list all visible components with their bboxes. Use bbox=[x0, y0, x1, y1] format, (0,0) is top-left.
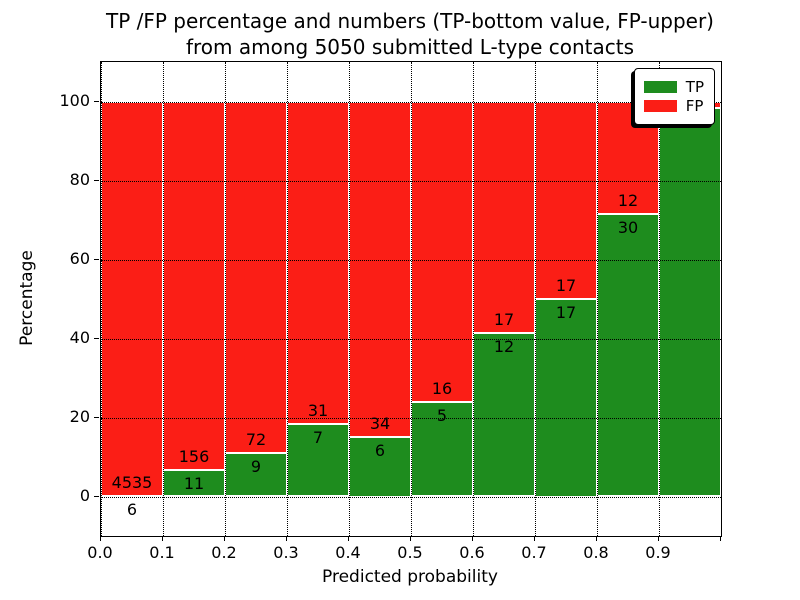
tp-bar bbox=[349, 437, 411, 497]
x-tick-mark bbox=[224, 536, 225, 541]
tp-count-label: 12 bbox=[493, 337, 515, 357]
fp-count-label: 4535 bbox=[111, 472, 153, 492]
tp-count-label: 9 bbox=[250, 456, 262, 476]
x-tick-label: 0.7 bbox=[521, 543, 547, 562]
tp-count-label: 6 bbox=[374, 441, 386, 461]
x-tick-mark bbox=[472, 536, 473, 541]
y-tick-label: 60 bbox=[69, 248, 90, 268]
fp-bar bbox=[287, 101, 349, 424]
tp-count-label: 7 bbox=[312, 427, 324, 447]
tp-bar bbox=[101, 495, 163, 498]
tp-bar bbox=[287, 423, 349, 497]
x-tick-label: 0.8 bbox=[583, 543, 609, 562]
x-tick-mark bbox=[410, 536, 411, 541]
fp-count-label: 72 bbox=[245, 429, 267, 449]
chart-title-line1: TP /FP percentage and numbers (TP-bottom… bbox=[106, 9, 714, 33]
legend-row: FP bbox=[643, 97, 704, 115]
legend-row: TP bbox=[643, 78, 704, 96]
y-tick-mark bbox=[94, 258, 99, 260]
x-tick-mark bbox=[720, 536, 721, 541]
x-tick-label: 0.9 bbox=[645, 543, 671, 562]
tp-bar bbox=[535, 299, 597, 497]
x-tick-mark bbox=[162, 536, 163, 541]
fp-bar bbox=[225, 101, 287, 453]
tp-count-label: 5 bbox=[436, 406, 448, 426]
x-tick-mark bbox=[658, 536, 659, 541]
y-tick-mark bbox=[94, 416, 99, 418]
x-tick-mark bbox=[286, 536, 287, 541]
tp-count-label: 11 bbox=[183, 474, 205, 494]
x-tick-mark bbox=[596, 536, 597, 541]
y-tick-mark bbox=[94, 100, 99, 102]
fp-count-label: 12 bbox=[617, 191, 639, 211]
legend-label: TP bbox=[685, 78, 704, 96]
fp-bar bbox=[101, 101, 163, 496]
x-axis-label: Predicted probability bbox=[322, 567, 498, 587]
fp-bar bbox=[163, 101, 225, 471]
fp-count-label: 34 bbox=[369, 414, 391, 434]
x-tick-label: 0.6 bbox=[459, 543, 485, 562]
y-tick-label: 80 bbox=[69, 169, 90, 189]
gridline-horizontal bbox=[101, 496, 721, 498]
legend-label: FP bbox=[685, 97, 704, 115]
y-tick-label: 100 bbox=[59, 90, 90, 110]
y-tick-label: 40 bbox=[69, 327, 90, 347]
y-tick-label: 0 bbox=[79, 485, 90, 505]
y-tick-mark bbox=[94, 179, 99, 181]
x-tick-mark bbox=[534, 536, 535, 541]
tp-bar bbox=[597, 214, 659, 497]
fp-count-label: 17 bbox=[493, 310, 515, 330]
plot-area: 4535615611729317346165171217171230156 TP… bbox=[100, 61, 722, 537]
fp-count-label: 31 bbox=[307, 400, 329, 420]
tp-bar bbox=[225, 452, 287, 497]
fp-count-label: 16 bbox=[431, 379, 453, 399]
fp-count-label: 156 bbox=[178, 447, 210, 467]
y-tick-mark bbox=[94, 495, 99, 497]
x-tick-label: 0.1 bbox=[149, 543, 175, 562]
y-tick-mark bbox=[94, 337, 99, 339]
x-tick-label: 0.2 bbox=[211, 543, 237, 562]
tp-bar bbox=[659, 108, 721, 497]
tp-legend-swatch bbox=[643, 81, 677, 93]
tp-count-label: 17 bbox=[555, 303, 577, 322]
legend: TP FP bbox=[633, 68, 715, 125]
fp-bar bbox=[473, 101, 535, 334]
x-tick-mark bbox=[100, 536, 101, 541]
fp-bar bbox=[349, 101, 411, 438]
x-tick-label: 0.4 bbox=[335, 543, 361, 562]
tp-bar bbox=[473, 333, 535, 497]
x-tick-label: 0.0 bbox=[87, 543, 113, 562]
tp-count-label: 30 bbox=[617, 218, 639, 238]
x-tick-mark bbox=[348, 536, 349, 541]
fp-legend-swatch bbox=[643, 100, 677, 112]
y-tick-label: 20 bbox=[69, 406, 90, 426]
fp-bar bbox=[411, 101, 473, 403]
fp-count-label: 17 bbox=[555, 276, 577, 295]
x-tick-label: 0.3 bbox=[273, 543, 299, 562]
chart-title: TP /FP percentage and numbers (TP-bottom… bbox=[100, 8, 720, 60]
tp-count-label: 6 bbox=[126, 499, 138, 519]
fp-bar bbox=[535, 101, 597, 299]
chart-title-line2: from among 5050 submitted L-type contact… bbox=[185, 35, 635, 59]
x-tick-label: 0.5 bbox=[397, 543, 423, 562]
